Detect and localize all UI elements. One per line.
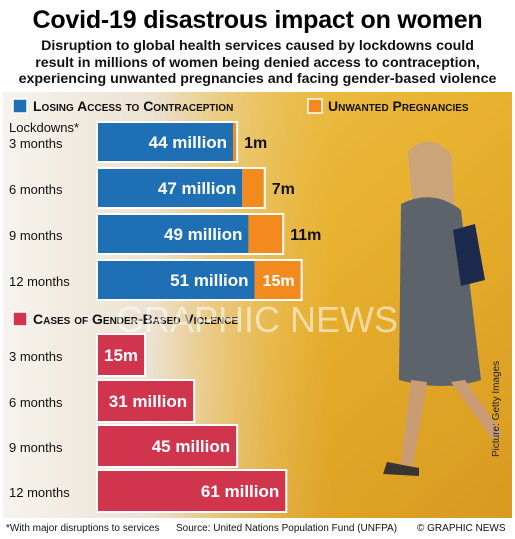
subtitle-line: Disruption to global health services cau… — [41, 38, 474, 54]
data-label: 47 million — [158, 179, 236, 198]
legend-swatch-violence — [12, 311, 28, 327]
data-label: 15m — [104, 346, 138, 365]
data-label: 51 million — [170, 271, 248, 290]
photo-credit: Picture: Getty Images — [491, 360, 502, 457]
source: Source: United Nations Population Fund (… — [176, 523, 398, 534]
page-subtitle: Disruption to global health services cau… — [0, 38, 515, 88]
category-label: 3 months — [9, 136, 63, 151]
bar-contraception — [98, 123, 234, 161]
data-label: 61 million — [201, 482, 279, 501]
category-label: 9 months — [9, 228, 63, 243]
page-title: Covid-19 disastrous impact on women — [32, 6, 483, 34]
violence-chart: 3 months 15m 6 months 31 million 9 months 45 … — [9, 333, 288, 513]
legend-label-pregnancies: Unwanted Pregnancies — [328, 98, 469, 114]
handbag-icon — [453, 224, 485, 286]
footnote: *With major disruptions to services — [6, 523, 160, 534]
bar-pregnancies — [242, 169, 264, 207]
legend-bottom: Cases of Gender-Based Violence — [12, 311, 238, 327]
legend-swatch-pregnancies — [307, 98, 323, 114]
legend-label-violence: Cases of Gender-Based Violence — [33, 311, 238, 327]
woman-silhouette — [383, 141, 503, 476]
data-label: 11m — [290, 227, 321, 244]
bar-contraception — [98, 215, 249, 253]
data-label: 44 million — [149, 133, 227, 152]
copyright: © GRAPHIC NEWS — [417, 523, 506, 534]
bar-chart: Losing Access to Contraception Unwanted … — [9, 98, 469, 513]
legend-label-contraception: Losing Access to Contraception — [33, 98, 233, 114]
bar-pregnancies — [254, 261, 301, 299]
bar-contraception — [98, 261, 255, 299]
subtitle-line: experiencing unwanted pregnancies and fa… — [18, 71, 497, 87]
category-label: 6 months — [9, 182, 63, 197]
data-label: 7m — [272, 181, 295, 198]
data-label: 31 million — [109, 392, 187, 411]
bar-violence — [98, 335, 145, 375]
legend-top: Losing Access to Contraception Unwanted … — [12, 98, 469, 114]
bar-violence — [98, 381, 194, 421]
subtitle-line: result in millions of women being denied… — [35, 54, 480, 71]
data-label: 1m — [244, 135, 267, 152]
bar-contraception — [98, 169, 243, 207]
chart-panel: Losing Access to Contraception Unwanted … — [3, 92, 512, 518]
bar-violence — [98, 426, 237, 466]
category-label: 6 months — [9, 395, 63, 410]
category-label: 3 months — [9, 349, 63, 364]
bar-pregnancies — [233, 123, 237, 161]
axis-title-lockdowns: Lockdowns* — [9, 120, 79, 135]
contraception-chart: 3 months 44 million 1m 6 months 47 million 7m… — [9, 121, 321, 301]
data-label: 49 million — [164, 225, 242, 244]
watermark: GRAPHIC NEWS — [116, 299, 398, 340]
category-label: 12 months — [9, 274, 70, 289]
photo-background — [3, 92, 512, 518]
bar-violence — [98, 471, 286, 511]
footer: *With major disruptions to services Sour… — [0, 520, 515, 539]
data-label: 15m — [263, 273, 295, 290]
legend-swatch-contraception — [12, 98, 28, 114]
category-label: 12 months — [9, 485, 70, 500]
data-label: 45 million — [152, 437, 230, 456]
bar-pregnancies — [248, 215, 283, 253]
category-label: 9 months — [9, 440, 63, 455]
